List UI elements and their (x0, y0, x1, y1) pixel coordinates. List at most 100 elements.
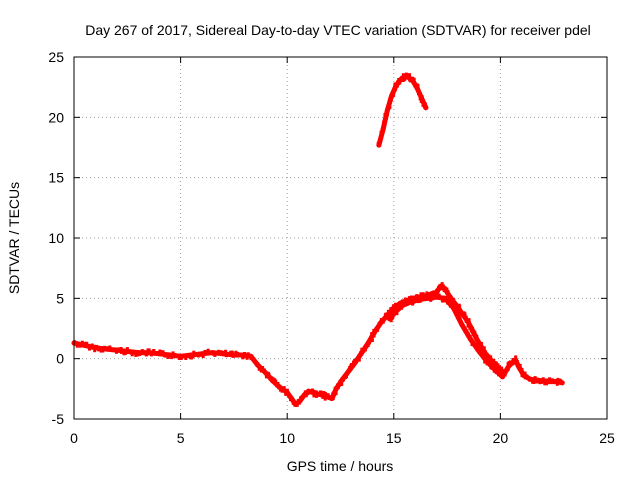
data-point (342, 374, 346, 378)
data-point (264, 375, 268, 379)
data-point (485, 359, 491, 365)
y-tick-label: -5 (52, 411, 65, 427)
data-point (93, 349, 97, 353)
data-point (476, 348, 482, 354)
series-main-trace (71, 282, 565, 407)
data-point (131, 349, 135, 353)
data-point (446, 290, 450, 293)
data-point (425, 291, 429, 295)
data-point (186, 353, 190, 357)
data-point (99, 349, 103, 353)
data-point (369, 335, 373, 339)
data-point (263, 370, 269, 376)
data-point (323, 393, 329, 399)
data-point (154, 351, 158, 355)
data-point (146, 350, 152, 356)
data-point (475, 343, 479, 347)
data-point (389, 93, 395, 99)
data-point (423, 102, 427, 106)
y-tick-label: 25 (48, 49, 64, 65)
data-point (170, 356, 174, 360)
data-point (163, 354, 167, 358)
data-point (442, 286, 448, 292)
data-point (387, 103, 391, 106)
chart-title: Day 267 of 2017, Sidereal Day-to-day VTE… (85, 22, 591, 38)
axis-ticks (73, 56, 608, 420)
data-point (441, 299, 445, 303)
data-point (306, 388, 311, 394)
data-point (387, 99, 391, 103)
data-point (553, 379, 559, 385)
data-point (511, 360, 515, 364)
data-point (280, 389, 284, 393)
data-point (430, 297, 434, 301)
data-point (416, 297, 422, 302)
data-point (374, 327, 378, 331)
data-point (559, 379, 563, 383)
data-point (276, 383, 282, 389)
data-point (442, 295, 448, 301)
data-point (114, 347, 120, 353)
data-point (538, 381, 542, 385)
data-point (176, 353, 180, 357)
data-point (359, 350, 365, 356)
data-point (345, 373, 348, 377)
data-point (372, 329, 378, 335)
data-point (338, 380, 342, 384)
data-point (413, 298, 417, 302)
data-point (423, 105, 429, 111)
data-point (140, 349, 144, 353)
data-point (521, 373, 527, 379)
data-point (523, 371, 527, 375)
data-point (158, 349, 162, 353)
data-point (242, 352, 248, 358)
data-point (88, 347, 91, 351)
data-point (370, 339, 374, 342)
data-point (195, 352, 199, 356)
data-point (541, 377, 545, 381)
data-point (433, 289, 439, 295)
data-point (92, 345, 98, 351)
data-point (447, 301, 451, 305)
data-point (392, 313, 395, 317)
data-point (329, 396, 335, 401)
data-point (498, 370, 502, 374)
data-point (482, 355, 486, 359)
data-point (455, 305, 459, 309)
data-point (527, 376, 533, 382)
data-point (90, 343, 94, 347)
data-point (231, 352, 237, 358)
data-point (482, 346, 486, 350)
data-point (509, 360, 512, 364)
x-tick-label: 10 (279, 430, 295, 446)
data-point (376, 142, 382, 148)
data-point (82, 342, 88, 348)
series-upper-arc (376, 72, 429, 148)
series-lower-branch (387, 293, 505, 380)
data-point (156, 351, 162, 357)
data-point (91, 346, 94, 349)
data-point (413, 83, 417, 87)
data-point (548, 377, 552, 381)
data-point (345, 374, 348, 378)
data-point (406, 75, 412, 80)
data-point (293, 402, 299, 407)
data-point (197, 352, 201, 356)
data-point (138, 352, 142, 356)
data-point (423, 294, 426, 298)
data-point (408, 299, 414, 305)
data-point (360, 347, 364, 351)
data-point (174, 354, 178, 358)
data-point (326, 393, 330, 397)
data-point (376, 328, 380, 332)
data-point (463, 329, 467, 333)
data-point (246, 352, 250, 356)
data-point (134, 350, 137, 354)
data-point (439, 295, 443, 299)
data-point (238, 354, 242, 358)
data-point (217, 351, 221, 355)
data-point (500, 374, 505, 380)
plot-frame (73, 56, 608, 420)
data-point (400, 299, 404, 303)
